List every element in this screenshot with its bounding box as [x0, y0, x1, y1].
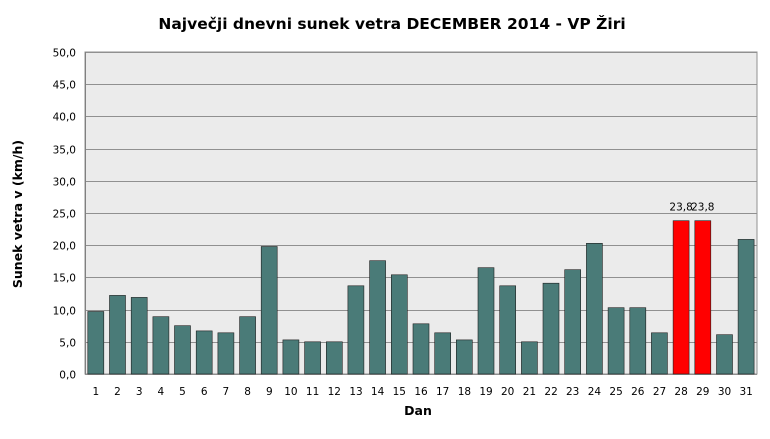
- x-tick-label: 9: [266, 386, 273, 398]
- bar-day-25: [607, 307, 625, 375]
- y-axis-ticks: 0,0 5,0 10,0 15,0 20,0 25,0 30,0 35,0 40,0 45,0 50…: [53, 48, 76, 382]
- bar-day-20: [499, 285, 517, 375]
- x-tick-label: 18: [458, 386, 471, 398]
- bar-day-28: [672, 220, 690, 375]
- x-tick-label: 5: [179, 386, 186, 398]
- bar-day-12: [325, 341, 343, 375]
- bar-day-19: [477, 267, 495, 375]
- x-tick-label: 27: [653, 386, 666, 398]
- y-tick-label: 20,0: [53, 241, 76, 253]
- x-tick-label: 2: [114, 386, 121, 398]
- bar-day-17: [434, 332, 452, 375]
- x-tick-label: 1: [92, 386, 99, 398]
- data-label: 23,8: [691, 202, 714, 214]
- bar-day-31: [737, 239, 755, 375]
- bar-day-11: [304, 341, 321, 375]
- x-tick-label: 7: [223, 386, 230, 398]
- x-tick-label: 22: [544, 386, 557, 398]
- data-labels: 23,823,8: [669, 202, 714, 214]
- bar-day-7: [217, 332, 235, 375]
- y-axis-title: Sunek vetra v (km/h): [10, 140, 25, 288]
- y-tick-label: 30,0: [53, 177, 76, 189]
- x-tick-label: 14: [371, 386, 385, 398]
- x-tick-label: 13: [349, 386, 362, 398]
- bar-day-16: [412, 323, 430, 375]
- x-tick-label: 10: [284, 386, 297, 398]
- y-tick-label: 0,0: [59, 370, 76, 382]
- bar-day-13: [347, 285, 365, 375]
- x-tick-label: 8: [244, 386, 251, 398]
- x-tick-label: 19: [479, 386, 492, 398]
- x-tick-label: 17: [436, 386, 449, 398]
- x-tick-label: 23: [566, 386, 579, 398]
- bar-day-5: [174, 325, 191, 375]
- x-tick-label: 21: [523, 386, 536, 398]
- x-tick-label: 25: [609, 386, 622, 398]
- bar-day-9: [260, 246, 278, 375]
- x-tick-label: 24: [588, 386, 602, 398]
- bar-day-4: [152, 316, 170, 375]
- y-tick-label: 45,0: [53, 80, 76, 92]
- bar-day-30: [716, 334, 733, 375]
- x-tick-label: 11: [306, 386, 319, 398]
- bar-day-15: [390, 274, 408, 375]
- x-tick-label: 29: [696, 386, 709, 398]
- bar-day-23: [564, 269, 582, 375]
- bar-day-24: [586, 243, 603, 375]
- x-axis-title: Dan: [404, 403, 432, 418]
- x-tick-label: 15: [393, 386, 406, 398]
- x-tick-label: 31: [740, 386, 753, 398]
- y-tick-label: 35,0: [53, 145, 76, 157]
- y-tick-label: 10,0: [53, 306, 76, 318]
- bar-day-27: [651, 332, 668, 375]
- chart-title: Največji dnevni sunek vetra DECEMBER 201…: [158, 14, 625, 33]
- y-tick-label: 40,0: [53, 112, 76, 124]
- bar-day-29: [694, 220, 712, 375]
- x-tick-label: 6: [201, 386, 208, 398]
- x-tick-label: 4: [158, 386, 165, 398]
- bar-day-10: [282, 339, 300, 375]
- x-tick-label: 20: [501, 386, 514, 398]
- y-tick-label: 15,0: [53, 273, 76, 285]
- x-axis-ticks: 1 2 3 4 5 6 7 8 9 10 11 12 13 14 15 16 17 18 19 20 21 22 23 24 2…: [92, 386, 752, 398]
- bar-day-1: [87, 311, 105, 375]
- bar-day-22: [542, 282, 560, 375]
- x-tick-label: 3: [136, 386, 143, 398]
- y-tick-label: 25,0: [53, 209, 76, 221]
- x-tick-label: 28: [674, 386, 687, 398]
- bar-day-21: [521, 341, 538, 375]
- x-tick-label: 16: [414, 386, 428, 398]
- y-tick-label: 5,0: [59, 338, 76, 350]
- bar-day-14: [369, 260, 386, 375]
- x-tick-label: 26: [631, 386, 645, 398]
- x-tick-label: 12: [328, 386, 341, 398]
- bar-day-8: [239, 316, 256, 375]
- bar-day-18: [455, 339, 473, 375]
- bar-day-6: [195, 330, 213, 375]
- data-label: 23,8: [669, 202, 692, 214]
- bar-day-2: [109, 295, 126, 375]
- x-tick-label: 30: [718, 386, 731, 398]
- y-tick-label: 50,0: [53, 48, 76, 60]
- bars: [87, 220, 755, 375]
- bar-day-3: [130, 297, 148, 375]
- bar-day-26: [629, 307, 647, 375]
